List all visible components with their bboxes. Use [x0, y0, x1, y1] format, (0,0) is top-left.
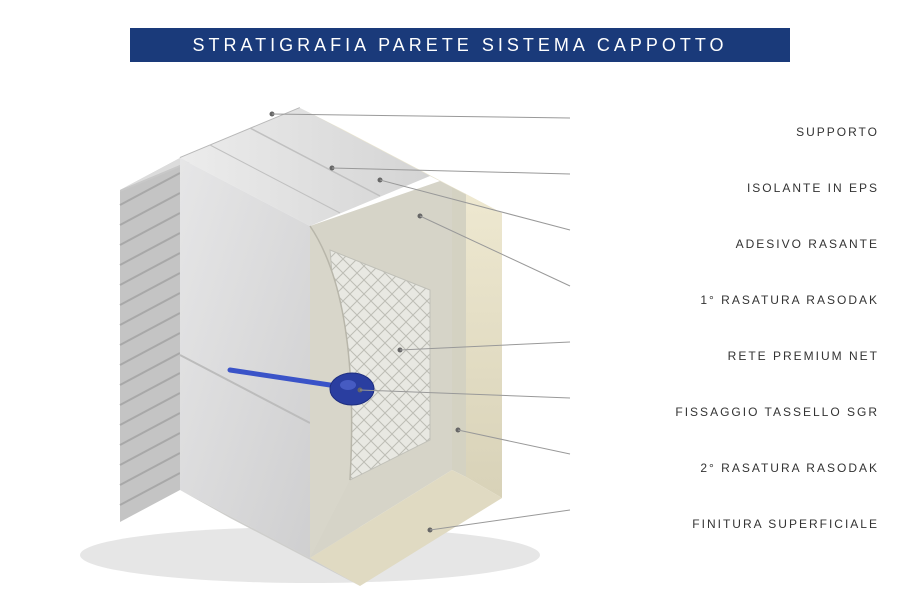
label-adesivo: ADESIVO RASANTE	[736, 237, 879, 251]
label-mesh: RETE PREMIUM NET	[728, 349, 879, 363]
label-rasatura1: 1° RASATURA RASODAK	[700, 293, 879, 307]
label-finitura: FINITURA SUPERFICIALE	[692, 517, 879, 531]
label-eps: ISOLANTE IN EPS	[747, 181, 879, 195]
label-rasatura2: 2° RASATURA RASODAK	[700, 461, 879, 475]
label-tassello: FISSAGGIO TASSELLO SGR	[675, 405, 879, 419]
label-supporto: SUPPORTO	[796, 125, 879, 139]
